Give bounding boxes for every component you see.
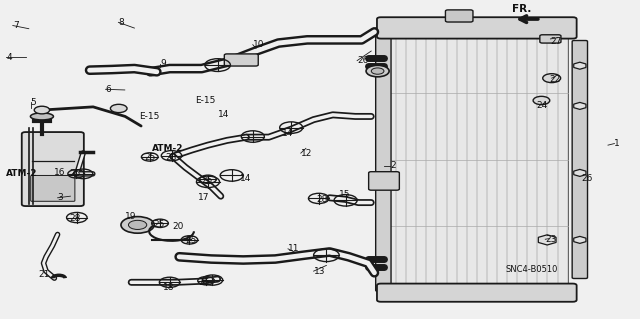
- Ellipse shape: [31, 113, 54, 120]
- FancyBboxPatch shape: [225, 54, 259, 66]
- Text: 27: 27: [550, 37, 562, 46]
- Text: 13: 13: [314, 267, 325, 276]
- Text: 22: 22: [549, 75, 561, 84]
- Text: 25: 25: [144, 153, 156, 162]
- Text: 28: 28: [317, 195, 328, 204]
- Text: 7: 7: [13, 21, 19, 30]
- Text: 8: 8: [118, 18, 124, 27]
- Text: 26: 26: [357, 56, 369, 65]
- Bar: [386, 32, 568, 287]
- Circle shape: [35, 106, 50, 114]
- Text: 19: 19: [125, 212, 136, 221]
- Text: E-15: E-15: [140, 112, 160, 121]
- Text: 1: 1: [614, 139, 620, 148]
- Text: 3: 3: [58, 193, 63, 202]
- Text: E-15: E-15: [195, 96, 216, 105]
- Circle shape: [371, 68, 384, 74]
- Text: 25: 25: [198, 278, 210, 287]
- Text: 18: 18: [163, 283, 175, 292]
- Text: 28: 28: [69, 214, 81, 223]
- Text: 23: 23: [545, 235, 557, 244]
- Text: 25: 25: [202, 176, 213, 185]
- Text: ATM-2: ATM-2: [6, 169, 38, 178]
- FancyBboxPatch shape: [572, 41, 588, 278]
- Polygon shape: [573, 102, 586, 109]
- Text: 15: 15: [339, 190, 351, 199]
- FancyBboxPatch shape: [22, 132, 84, 206]
- Text: 17: 17: [198, 193, 210, 202]
- Text: 6: 6: [106, 85, 111, 94]
- Polygon shape: [573, 169, 586, 176]
- Text: 9: 9: [160, 59, 166, 68]
- Text: 28: 28: [165, 153, 177, 162]
- Circle shape: [533, 96, 550, 105]
- Text: 25: 25: [186, 236, 197, 245]
- FancyBboxPatch shape: [377, 284, 577, 302]
- Text: 10: 10: [253, 40, 264, 49]
- FancyBboxPatch shape: [445, 10, 473, 22]
- Circle shape: [110, 104, 127, 113]
- Circle shape: [543, 74, 561, 83]
- Text: 2: 2: [390, 161, 396, 170]
- Text: 14: 14: [282, 130, 293, 138]
- Text: 4: 4: [6, 53, 12, 62]
- Text: 12: 12: [301, 149, 312, 158]
- Circle shape: [366, 65, 389, 77]
- Text: 11: 11: [288, 244, 300, 253]
- Text: SNC4-B0510: SNC4-B0510: [506, 265, 558, 274]
- FancyBboxPatch shape: [540, 35, 561, 43]
- Text: 20: 20: [173, 222, 184, 231]
- Text: 26: 26: [581, 174, 593, 183]
- Text: 16: 16: [54, 168, 66, 177]
- Text: FR.: FR.: [512, 4, 531, 14]
- FancyBboxPatch shape: [31, 175, 75, 201]
- Polygon shape: [538, 235, 556, 245]
- Text: 21: 21: [38, 270, 50, 279]
- Text: ATM-2: ATM-2: [152, 144, 184, 153]
- FancyBboxPatch shape: [376, 28, 391, 291]
- Polygon shape: [573, 236, 586, 243]
- Circle shape: [121, 217, 154, 233]
- Text: 14: 14: [240, 174, 252, 183]
- Text: 25: 25: [69, 169, 81, 178]
- Text: 25: 25: [154, 220, 165, 229]
- Circle shape: [129, 220, 147, 229]
- FancyBboxPatch shape: [369, 172, 399, 190]
- Polygon shape: [573, 62, 586, 69]
- FancyBboxPatch shape: [377, 17, 577, 39]
- Text: 5: 5: [31, 98, 36, 107]
- Text: 14: 14: [218, 110, 229, 119]
- Text: 24: 24: [536, 101, 548, 110]
